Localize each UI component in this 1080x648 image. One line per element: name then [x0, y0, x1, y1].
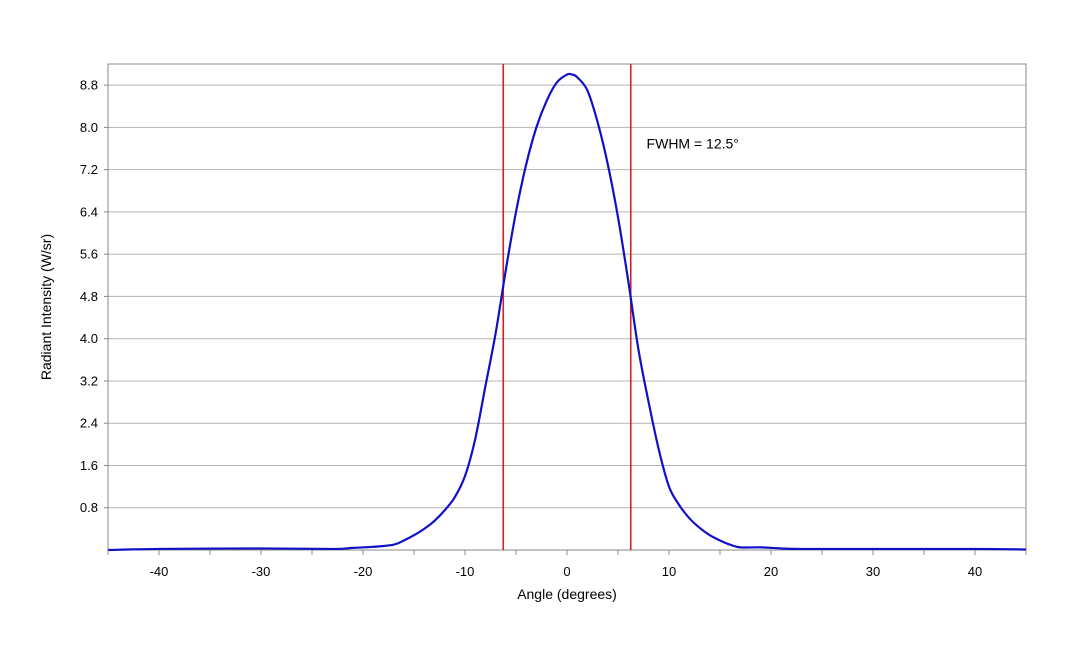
fwhm-markers: [502, 64, 632, 550]
x-tick-label: 40: [968, 564, 982, 579]
x-tick-label: 30: [866, 564, 880, 579]
y-axis-title: Radiant Intensity (W/sr): [38, 234, 54, 380]
y-tick-label: 1.6: [80, 458, 98, 473]
y-tick-label: 4.0: [80, 331, 98, 346]
y-tick-label: 4.8: [80, 289, 98, 304]
x-tick-label: 10: [662, 564, 676, 579]
y-tick-label: 8.8: [80, 78, 98, 93]
series-group: [107, 72, 1027, 552]
x-tick-label: -40: [150, 564, 169, 579]
x-tick-label: -20: [354, 564, 373, 579]
y-axis-ticks: 0.8 1.6 2.4 3.2 4.0 4.8 5.6 6.4 7.2 8.0 8.8: [80, 78, 108, 515]
y-tick-label: 5.6: [80, 247, 98, 262]
y-tick-label: 8.0: [80, 120, 98, 135]
y-tick-label: 2.4: [80, 416, 98, 431]
x-tick-label: -10: [456, 564, 475, 579]
x-tick-label: 0: [563, 564, 570, 579]
x-tick-label: -30: [252, 564, 271, 579]
y-tick-label: 7.2: [80, 162, 98, 177]
y-tick-label: 6.4: [80, 204, 98, 219]
x-axis-ticks: -40 -30 -20 -10 0 10 20 30 40: [107, 550, 1027, 579]
plot-area: [107, 63, 1027, 551]
grid-lines: [108, 84, 1026, 509]
x-tick-label: 20: [764, 564, 778, 579]
y-tick-label: 3.2: [80, 373, 98, 388]
annotations: FWHM = 12.5°: [647, 136, 739, 152]
series-line: [107, 72, 1027, 552]
fwhm-annotation: FWHM = 12.5°: [647, 136, 739, 152]
y-tick-label: 0.8: [80, 500, 98, 515]
x-axis-title: Angle (degrees): [517, 586, 617, 602]
